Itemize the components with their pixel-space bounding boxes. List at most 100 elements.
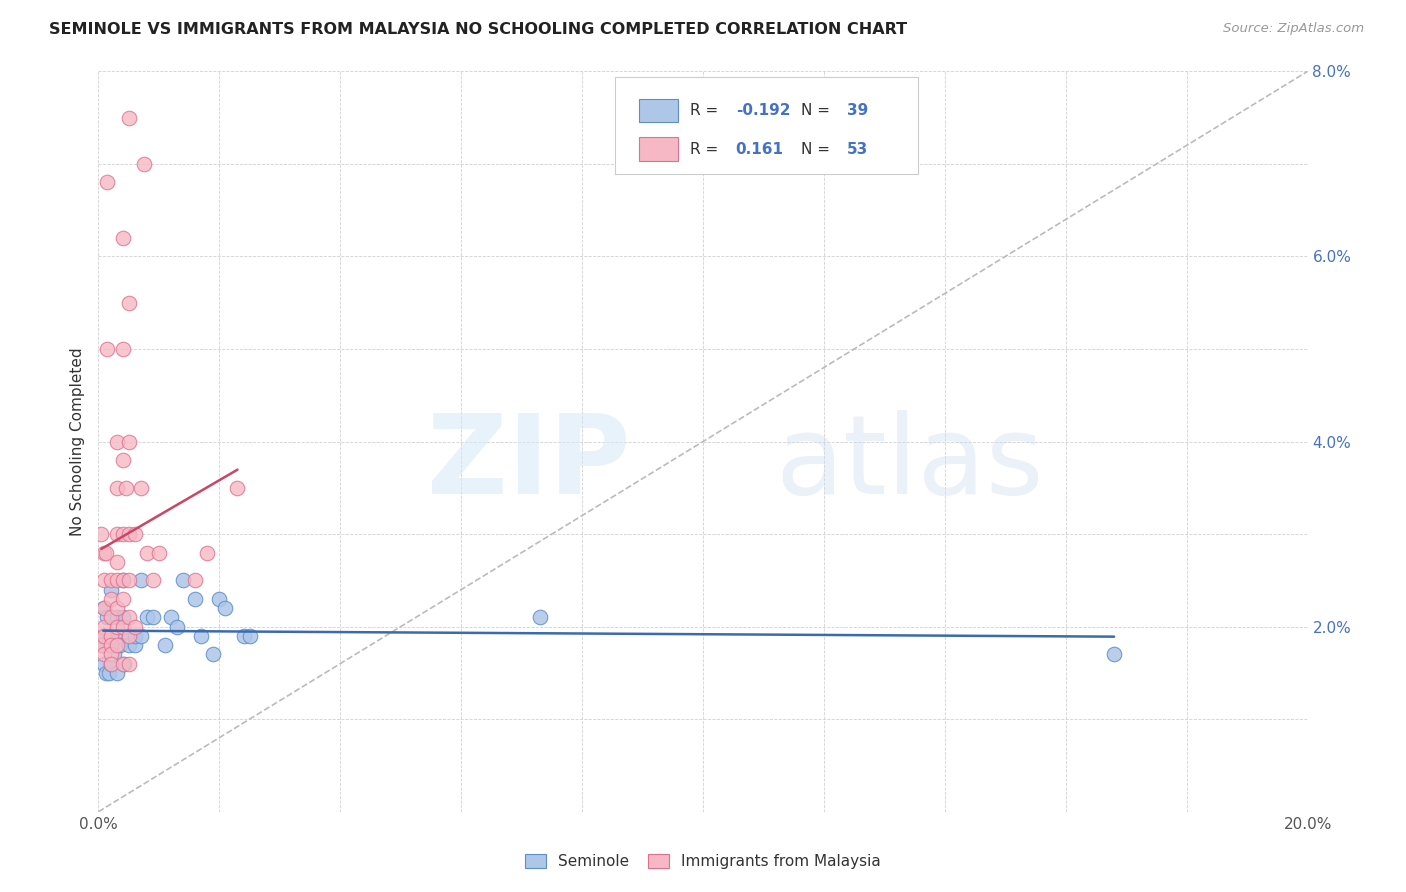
- Point: [100, 648, 122, 662]
- Text: SEMINOLE VS IMMIGRANTS FROM MALAYSIA NO SCHOOLING COMPLETED CORRELATION CHART: SEMINOLE VS IMMIGRANTS FROM MALAYSIA NO …: [49, 22, 907, 37]
- Point: [93, 657, 115, 671]
- Point: [105, 610, 128, 624]
- Point: [1102, 648, 1125, 662]
- Point: [214, 601, 236, 615]
- Y-axis label: No Schooling Completed: No Schooling Completed: [70, 347, 86, 536]
- Point: [105, 434, 128, 449]
- Point: [105, 629, 128, 643]
- Point: [190, 629, 212, 643]
- Point: [96, 610, 118, 624]
- Point: [118, 111, 141, 125]
- Point: [94, 545, 117, 560]
- Point: [160, 610, 183, 624]
- Point: [100, 629, 122, 643]
- Bar: [638, 137, 678, 161]
- Text: N =: N =: [801, 103, 835, 118]
- Text: ZIP: ZIP: [427, 410, 630, 517]
- Point: [142, 610, 165, 624]
- Point: [184, 591, 207, 606]
- Point: [111, 527, 134, 541]
- Point: [118, 295, 141, 310]
- Point: [142, 574, 165, 588]
- Point: [118, 629, 141, 643]
- Point: [96, 175, 118, 190]
- Point: [100, 657, 122, 671]
- Point: [124, 619, 146, 633]
- Point: [226, 481, 249, 495]
- Point: [166, 619, 188, 633]
- Point: [96, 342, 118, 356]
- FancyBboxPatch shape: [614, 77, 918, 174]
- Point: [98, 665, 121, 680]
- Point: [529, 610, 551, 624]
- Point: [112, 657, 135, 671]
- Point: [135, 610, 157, 624]
- Point: [111, 342, 134, 356]
- Point: [105, 665, 128, 680]
- Text: N =: N =: [801, 142, 835, 157]
- Point: [100, 582, 122, 597]
- Point: [184, 574, 207, 588]
- Point: [124, 629, 146, 643]
- Point: [90, 638, 112, 652]
- Point: [100, 629, 122, 643]
- Text: 39: 39: [846, 103, 868, 118]
- Point: [202, 648, 225, 662]
- Point: [105, 527, 128, 541]
- Point: [132, 157, 155, 171]
- Point: [114, 481, 136, 495]
- Point: [129, 481, 152, 495]
- Text: R =: R =: [690, 142, 728, 157]
- Point: [105, 481, 128, 495]
- Point: [111, 453, 134, 467]
- Point: [93, 619, 115, 633]
- Point: [153, 638, 176, 652]
- Point: [172, 574, 194, 588]
- Point: [111, 231, 134, 245]
- Point: [100, 591, 122, 606]
- Bar: [638, 99, 678, 122]
- Point: [111, 657, 134, 671]
- Text: 0.161: 0.161: [735, 142, 783, 157]
- Point: [90, 527, 112, 541]
- Point: [118, 629, 141, 643]
- Point: [135, 545, 157, 560]
- Point: [118, 434, 141, 449]
- Point: [208, 591, 231, 606]
- Point: [93, 574, 115, 588]
- Text: atlas: atlas: [776, 410, 1045, 517]
- Point: [93, 601, 115, 615]
- Point: [118, 657, 141, 671]
- Text: R =: R =: [690, 103, 723, 118]
- Point: [111, 610, 134, 624]
- Point: [111, 619, 134, 633]
- Point: [111, 574, 134, 588]
- Point: [91, 638, 114, 652]
- Point: [129, 574, 152, 588]
- Point: [124, 527, 146, 541]
- Point: [118, 638, 141, 652]
- Point: [94, 665, 117, 680]
- Point: [105, 601, 128, 615]
- Point: [105, 638, 128, 652]
- Point: [100, 610, 122, 624]
- Point: [232, 629, 254, 643]
- Point: [239, 629, 262, 643]
- Legend: Seminole, Immigrants from Malaysia: Seminole, Immigrants from Malaysia: [519, 847, 887, 875]
- Point: [129, 629, 152, 643]
- Point: [105, 619, 128, 633]
- Point: [105, 574, 128, 588]
- Point: [111, 591, 134, 606]
- Point: [118, 527, 141, 541]
- Point: [124, 638, 146, 652]
- Text: 53: 53: [846, 142, 868, 157]
- Point: [100, 574, 122, 588]
- Point: [103, 648, 125, 662]
- Point: [108, 638, 131, 652]
- Point: [93, 601, 115, 615]
- Point: [118, 574, 141, 588]
- Point: [93, 648, 115, 662]
- Point: [100, 657, 122, 671]
- Text: Source: ZipAtlas.com: Source: ZipAtlas.com: [1223, 22, 1364, 36]
- Point: [93, 629, 115, 643]
